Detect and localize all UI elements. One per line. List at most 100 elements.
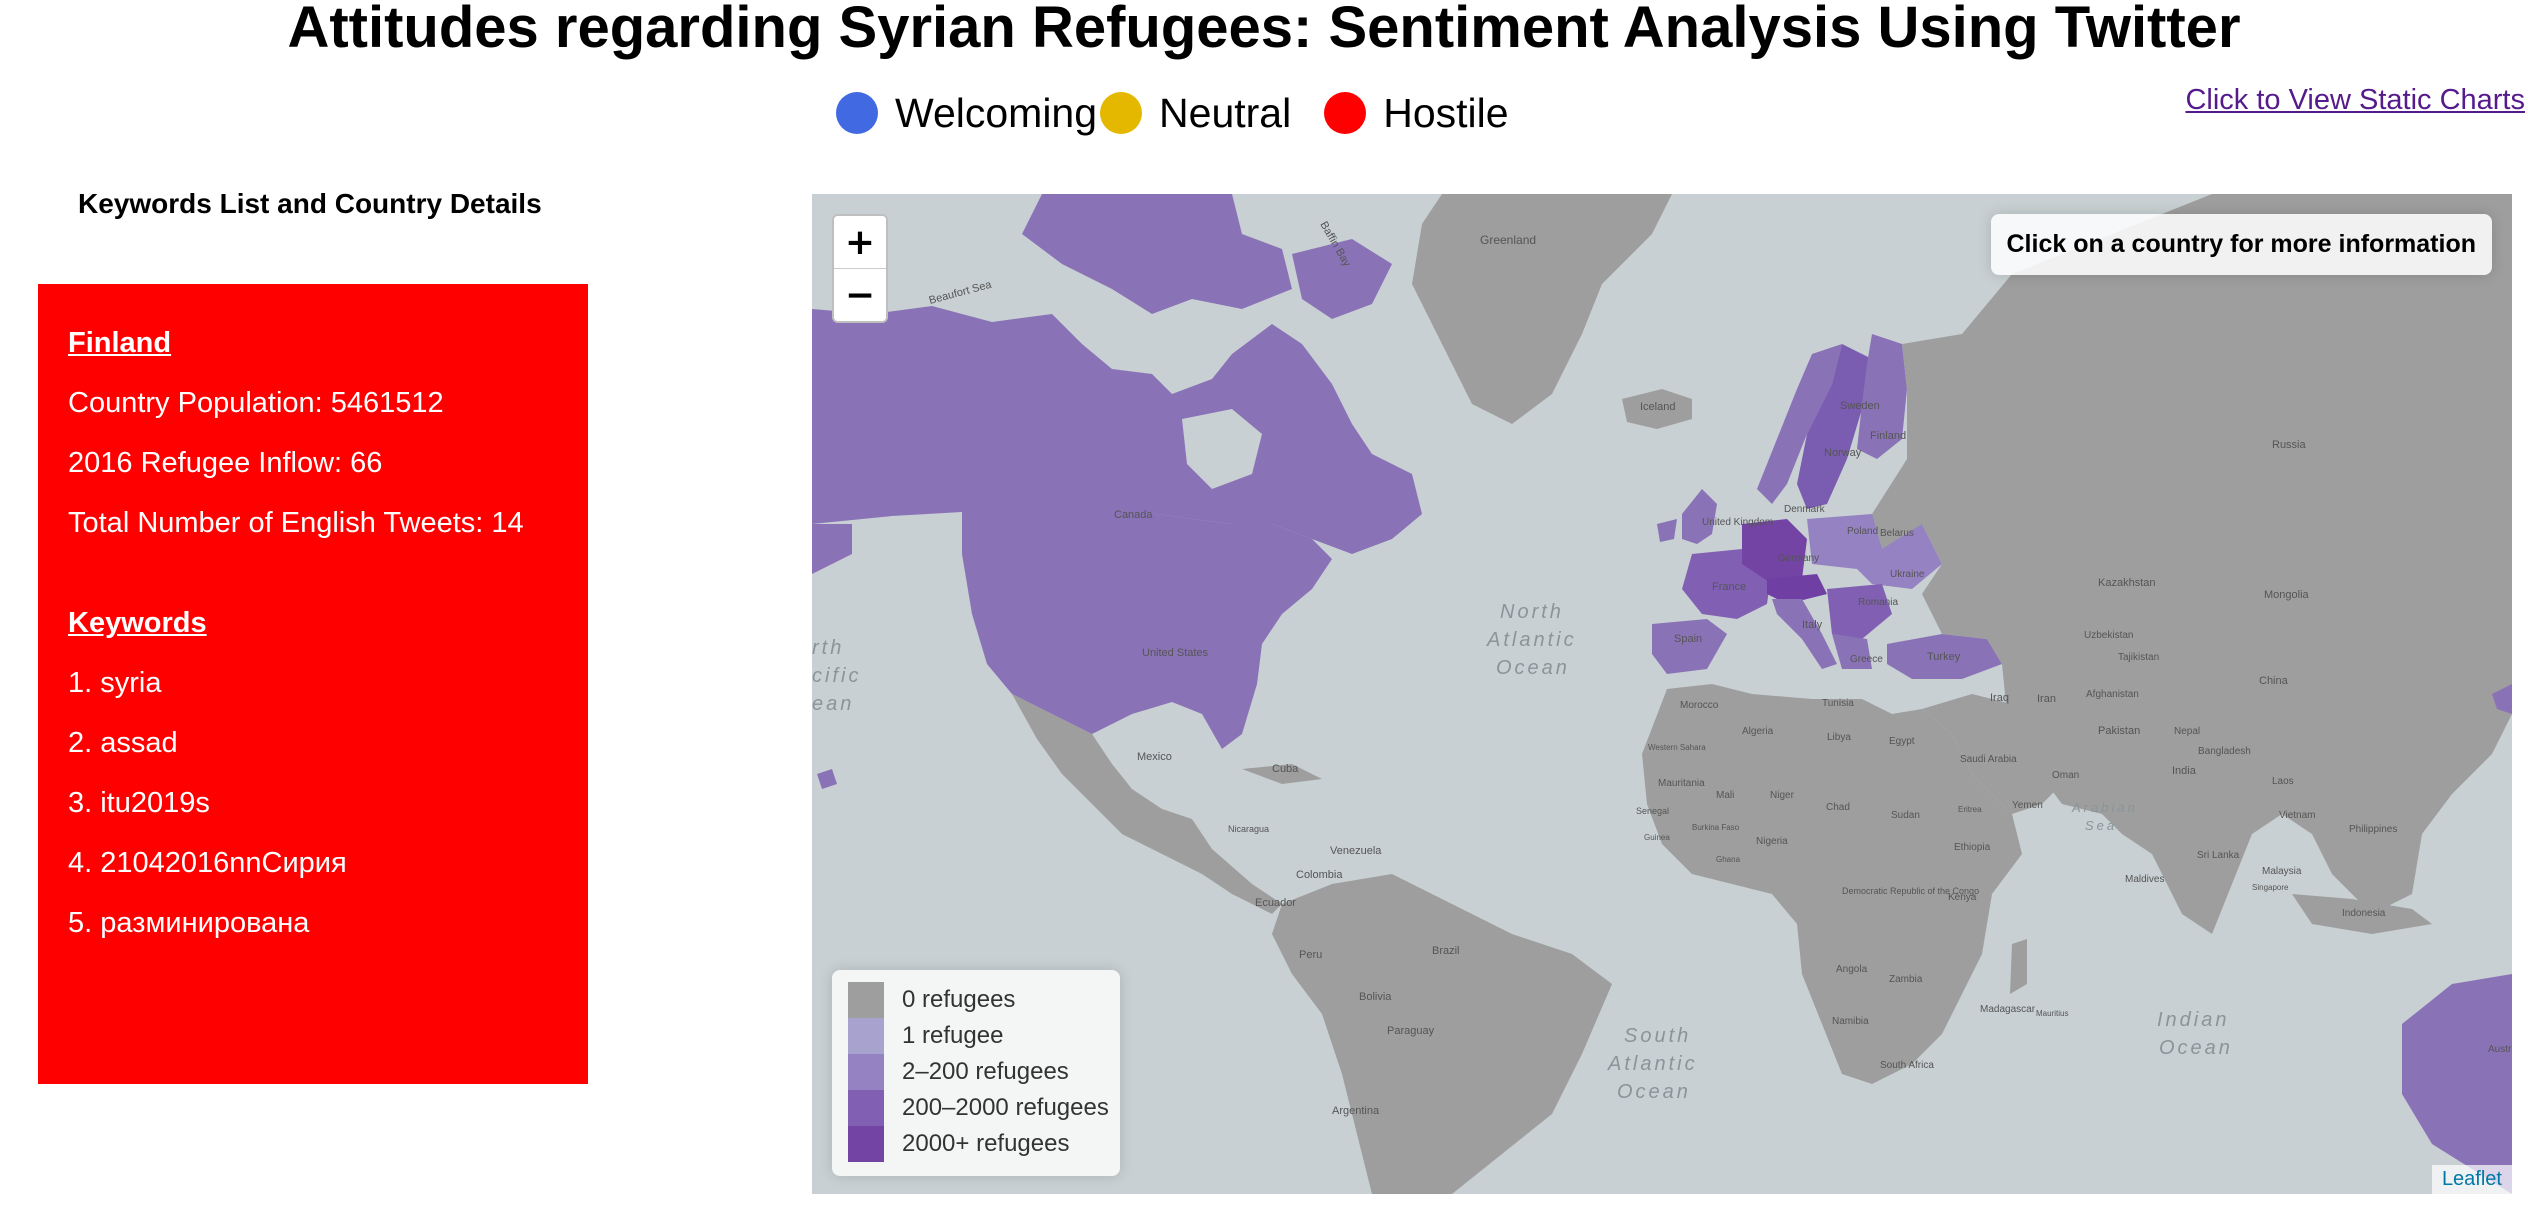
- legend-swatch: [848, 982, 884, 1018]
- country-canada[interactable]: [812, 306, 1422, 554]
- keyword-item: 4. 21042016nnСирия: [68, 847, 347, 879]
- country-africa[interactable]: [1642, 684, 2022, 1084]
- neutral-dot: [1100, 92, 1143, 134]
- label-guinea: Guinea: [1644, 833, 1670, 842]
- country-united-kingdom[interactable]: [1657, 489, 1717, 544]
- ocean-indian-2: Ocean: [2159, 1037, 2233, 1059]
- country-alaska[interactable]: [812, 524, 852, 789]
- country-cuba[interactable]: [1242, 764, 1322, 784]
- ocean-north-1: North: [1500, 601, 1564, 623]
- label-paraguay: Paraguay: [1387, 1025, 1435, 1037]
- label-algeria: Algeria: [1742, 726, 1774, 737]
- country-arabia[interactable]: [1922, 694, 2072, 814]
- country-greenland[interactable]: [1412, 194, 1672, 424]
- legend-swatch: [848, 1126, 884, 1162]
- label-ethiopia: Ethiopia: [1954, 842, 1991, 853]
- country-iceland[interactable]: [1622, 389, 1692, 429]
- legend-item-hostile: Hostile: [1324, 90, 1509, 137]
- label-beaufort-sea: Beaufort Sea: [928, 278, 994, 306]
- country-info-panel: Finland Country Population: 5461512 2016…: [38, 284, 588, 1084]
- tweet-count: Total Number of English Tweets: 14: [68, 507, 524, 539]
- label-italy: Italy: [1802, 619, 1823, 631]
- label-cuba: Cuba: [1272, 763, 1299, 775]
- label-maldives: Maldives: [2125, 874, 2164, 885]
- ocean-pacific-2: cific: [812, 665, 861, 687]
- label-burkina-faso: Burkina Faso: [1692, 823, 1740, 832]
- label-uzbekistan: Uzbekistan: [2084, 630, 2133, 641]
- country-norway[interactable]: [1757, 344, 1842, 504]
- country-pacific-island[interactable]: [2492, 684, 2512, 714]
- country-austria[interactable]: [1767, 574, 1827, 604]
- label-united-states: United States: [1142, 647, 1209, 659]
- country-finland[interactable]: [1857, 334, 1907, 459]
- country-sweden[interactable]: [1797, 344, 1872, 509]
- country-sri-lanka[interactable]: [2208, 842, 2224, 868]
- label-chad: Chad: [1826, 802, 1850, 813]
- label-greenland: Greenland: [1480, 233, 1536, 247]
- country-germany[interactable]: [1742, 519, 1807, 584]
- label-nicaragua: Nicaragua: [1228, 824, 1269, 834]
- keyword-item: 2. assad: [68, 727, 178, 759]
- label-india: India: [2172, 765, 2197, 777]
- legend-swatch: [848, 1090, 884, 1126]
- country-canada-arctic[interactable]: [1022, 194, 1392, 319]
- label-mauritania: Mauritania: [1658, 778, 1705, 789]
- welcoming-dot: [836, 92, 878, 134]
- neutral-label: Neutral: [1159, 89, 1292, 136]
- legend-label: 2–200 refugees: [902, 1058, 1069, 1085]
- zoom-in-button[interactable]: +: [834, 216, 886, 268]
- map-layer[interactable]: Greenland Beaufort Sea Baffin Bay Icelan…: [812, 194, 2512, 1194]
- country-spain[interactable]: [1652, 619, 1727, 674]
- label-zambia: Zambia: [1889, 974, 1923, 985]
- world-map[interactable]: Greenland Beaufort Sea Baffin Bay Icelan…: [812, 194, 2512, 1194]
- country-romania[interactable]: [1827, 584, 1892, 639]
- view-static-charts-link[interactable]: Click to View Static Charts: [2185, 84, 2525, 116]
- country-united-states[interactable]: [962, 512, 1332, 749]
- ocean-south-3: Ocean: [1617, 1081, 1691, 1103]
- country-turkey[interactable]: [1887, 634, 2002, 679]
- country-greece[interactable]: [1832, 634, 1872, 669]
- legend-label: 2000+ refugees: [902, 1130, 1070, 1157]
- label-germany: Germany: [1778, 553, 1819, 564]
- label-senegal: Senegal: [1636, 806, 1669, 816]
- legend-row: 0 refugees: [848, 982, 1015, 1018]
- label-namibia: Namibia: [1832, 1016, 1869, 1027]
- country-madagascar[interactable]: [2010, 939, 2027, 994]
- label-australia: Australia: [2488, 1044, 2512, 1055]
- label-morocco: Morocco: [1680, 700, 1719, 711]
- label-angola: Angola: [1836, 964, 1868, 975]
- label-eritrea: Eritrea: [1958, 805, 1982, 814]
- country-italy[interactable]: [1772, 599, 1837, 669]
- label-nepal: Nepal: [2174, 726, 2200, 737]
- label-peru: Peru: [1299, 949, 1322, 961]
- label-brazil: Brazil: [1432, 945, 1460, 957]
- label-argentina: Argentina: [1332, 1105, 1380, 1117]
- label-turkey: Turkey: [1927, 651, 1961, 663]
- page-title: Attitudes regarding Syrian Refugees: Sen…: [287, 0, 2241, 60]
- label-western-sahara: Western Sahara: [1648, 743, 1706, 752]
- label-philippines: Philippines: [2349, 824, 2397, 835]
- country-australia[interactable]: [2402, 974, 2512, 1194]
- country-japan[interactable]: [2452, 664, 2477, 709]
- country-population: Country Population: 5461512: [68, 387, 444, 419]
- label-laos: Laos: [2272, 776, 2294, 787]
- label-france: France: [1712, 581, 1746, 593]
- label-tajikistan: Tajikistan: [2118, 652, 2159, 663]
- label-colombia: Colombia: [1296, 869, 1343, 881]
- label-mali: Mali: [1716, 790, 1734, 801]
- zoom-control: + −: [832, 214, 888, 323]
- label-romania: Romania: [1858, 597, 1898, 608]
- country-indonesia[interactable]: [2292, 849, 2432, 934]
- country-south-america[interactable]: [1272, 874, 1612, 1194]
- leaflet-attribution-link[interactable]: Leaflet: [2431, 1165, 2512, 1194]
- country-mexico[interactable]: [1012, 694, 1282, 914]
- legend-swatch: [848, 1054, 884, 1090]
- zoom-out-button[interactable]: −: [834, 268, 886, 321]
- ocean-south-1: South: [1624, 1025, 1691, 1047]
- ocean-north-2: Atlantic: [1486, 629, 1577, 651]
- label-mexico: Mexico: [1137, 751, 1172, 763]
- label-south-africa: South Africa: [1880, 1060, 1934, 1071]
- label-china: China: [2259, 675, 2289, 687]
- country-name: Finland: [68, 327, 172, 359]
- label-yemen: Yemen: [2012, 800, 2043, 811]
